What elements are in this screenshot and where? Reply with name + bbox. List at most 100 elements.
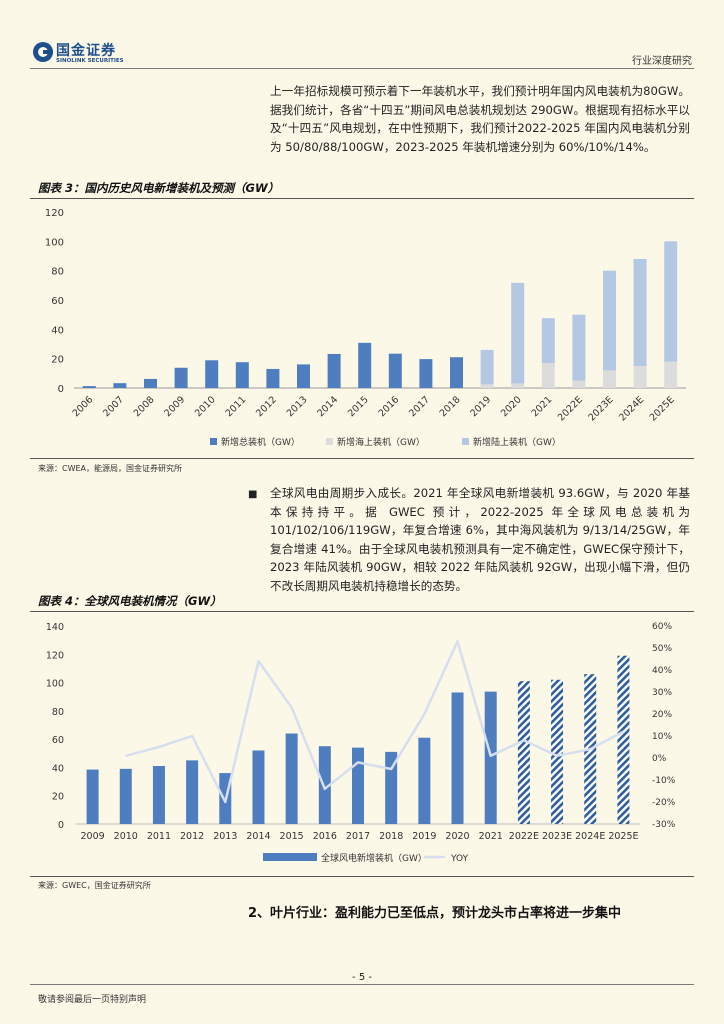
y-tick-label: 60: [51, 296, 64, 307]
y2-tick-label: 60%: [652, 622, 672, 632]
bar-新增总装机（GW）: [113, 383, 127, 388]
x-tick-label: 2010: [114, 831, 138, 842]
x-tick-label: 2011: [147, 831, 171, 842]
bar-新增总装机（GW）: [388, 353, 402, 388]
figure-4-bottom-rule: [30, 876, 694, 877]
x-tick-label: 2018: [438, 394, 463, 419]
bar-新增总装机（GW）: [205, 360, 219, 388]
bar-新增陆上装机（GW）: [664, 241, 678, 362]
logo-mark-icon: [33, 42, 53, 62]
x-tick-label: 2007: [101, 394, 126, 419]
legend-label: 新增陆上装机（GW）: [473, 436, 561, 448]
bar-新增陆上装机（GW）: [541, 318, 555, 364]
legend-swatch: [210, 438, 217, 445]
y-tick-label: 0: [58, 820, 64, 831]
bar-新增陆上装机（GW）: [633, 258, 647, 366]
y-tick-label: 40: [52, 763, 64, 774]
legend-swatch: [263, 853, 317, 861]
x-tick-label: 2014: [246, 831, 270, 842]
figure-4-title: 图表 4：全球风电装机情况（GW）: [38, 594, 222, 608]
x-tick-label: 2022E: [509, 831, 539, 842]
bar-新增陆上装机（GW）: [511, 282, 525, 384]
y-tick-label: 100: [46, 679, 64, 690]
bar: [352, 747, 364, 824]
bar-新增海上装机（GW）: [572, 380, 586, 388]
bar-新增陆上装机（GW）: [572, 314, 586, 381]
bar-新增总装机（GW）: [82, 386, 96, 388]
header-divider: [30, 68, 694, 69]
x-tick-label: 2025E: [648, 394, 677, 423]
footer-divider: [30, 984, 694, 985]
bar: [285, 733, 298, 824]
x-tick-label: 2025E: [608, 831, 638, 842]
y2-tick-label: 10%: [652, 732, 672, 742]
bar-新增总装机（GW）: [358, 342, 372, 388]
x-tick-label: 2009: [162, 394, 187, 419]
y-tick-label: 0: [58, 384, 64, 395]
global-wind-installation-chart: 0 20 40 60 80 100 120 140 -30% -20% -10% 0% 10% 20% 30…: [46, 622, 676, 864]
forecast-bar: [517, 681, 530, 824]
x-tick-label: 2015: [346, 394, 371, 419]
x-tick-label: 2020: [445, 831, 469, 842]
bar-新增总装机（GW）: [327, 353, 341, 388]
figure-3-top-rule: [30, 198, 694, 199]
bar-新增海上装机（GW）: [511, 383, 525, 388]
y2-tick-label: 30%: [652, 688, 672, 698]
y-tick-label: 20: [51, 355, 64, 366]
legend-swatch: [326, 438, 333, 445]
bar-新增海上装机（GW）: [603, 370, 616, 388]
x-tick-label: 2019: [412, 831, 436, 842]
x-tick-label: 2011: [224, 394, 249, 419]
x-tick-label: 2009: [80, 831, 104, 842]
legend-label: YOY: [450, 854, 469, 864]
bar-新增海上装机（GW）: [664, 361, 678, 388]
y-tick-label: 100: [45, 237, 64, 248]
legend-label: 新增总装机（GW）: [221, 436, 300, 448]
y-tick-label: 80: [51, 267, 64, 278]
x-tick-label: 2023E: [586, 394, 615, 423]
x-tick-label: 2022E: [556, 394, 585, 423]
bar: [484, 691, 497, 824]
y-tick-label: 120: [45, 208, 64, 219]
bar-新增陆上装机（GW）: [603, 270, 616, 371]
y2-tick-label: 0%: [652, 754, 667, 764]
y-tick-label: 80: [52, 707, 64, 718]
x-tick-label: 2024E: [575, 831, 605, 842]
x-tick-label: 2021: [479, 831, 503, 842]
x-tick-label: 2019: [468, 394, 493, 419]
bar-新增海上装机（GW）: [633, 366, 647, 388]
x-tick-label: 2015: [280, 831, 304, 842]
figure-4-top-rule: [30, 611, 694, 612]
x-tick-label: 2020: [499, 394, 524, 419]
bar-新增陆上装机（GW）: [480, 349, 494, 385]
bar: [318, 746, 331, 824]
disclaimer-note: 敬请参阅最后一页特别声明: [38, 995, 147, 1005]
x-tick-label: 2014: [315, 394, 340, 419]
y2-tick-label: 40%: [652, 666, 672, 676]
bar: [186, 760, 199, 824]
bar-新增总装机（GW）: [235, 362, 249, 388]
logo-english-name: SINOLINK SECURITIES: [56, 58, 124, 64]
y2-tick-label: 20%: [652, 710, 672, 720]
bar: [418, 737, 431, 824]
y2-tick-label: 50%: [652, 644, 672, 654]
bar: [451, 692, 464, 824]
brand-logo: 国金证券 SINOLINK SECURITIES: [32, 40, 134, 66]
y-tick-label: 40: [51, 325, 64, 336]
legend-label: 全球风电新增装机（GW）: [321, 852, 427, 864]
figure-4-source: 来源：GWEC，国金证券研究所: [38, 881, 151, 890]
legend-swatch: [462, 438, 469, 445]
figure-3-source: 来源：CWEA，能源局，国金证券研究所: [38, 464, 183, 473]
x-tick-label: 2006: [71, 394, 96, 419]
bar-新增海上装机（GW）: [541, 363, 555, 388]
y-tick-label: 60: [52, 735, 64, 746]
x-tick-label: 2017: [407, 394, 432, 419]
intro-paragraph: 上一年招标规模可预示着下一年装机水平，我们预计明年国内风电装机为80GW。据我们…: [270, 84, 690, 154]
x-tick-label: 2013: [285, 394, 310, 419]
x-tick-label: 2023E: [542, 831, 572, 842]
legend-label: 新增海上装机（GW）: [337, 436, 425, 448]
bar: [119, 768, 132, 824]
figure-3-bottom-rule: [30, 458, 694, 459]
logo-chinese-name: 国金证券: [56, 43, 116, 59]
